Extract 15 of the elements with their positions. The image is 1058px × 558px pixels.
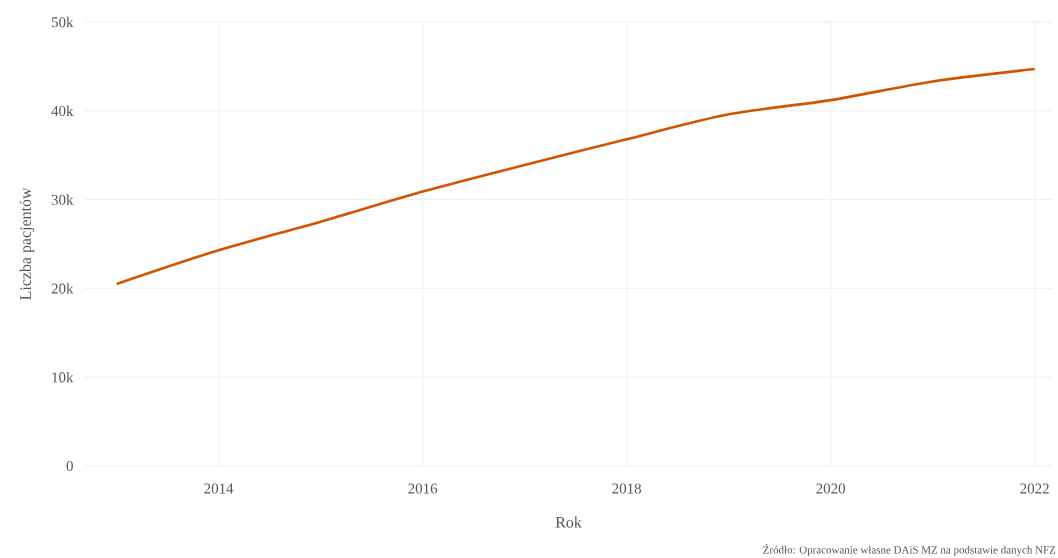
x-tick-label: 2016: [408, 483, 438, 494]
y-tick-label: 50k: [51, 16, 74, 28]
x-tick-label: 2014: [204, 483, 234, 494]
x-tick-label: 2020: [816, 483, 846, 494]
y-axis-title: Liczba pacjentów: [19, 187, 35, 300]
x-tick-label: 2018: [612, 483, 642, 494]
x-tick-label: 2022: [1020, 483, 1049, 494]
y-tick-label: 20k: [51, 283, 74, 294]
y-tick-label: 10k: [52, 371, 74, 383]
y-tick-label: 40k: [51, 105, 74, 117]
y-tick-label: 30k: [51, 194, 74, 205]
x-axis-title: Rok: [555, 516, 582, 528]
line-series: [115, 67, 1036, 286]
text: Źródło: Opracowanie własne DAiS MZ na podstawie danych NFZ: [763, 544, 1056, 556]
y-tick-label: 0: [66, 460, 73, 472]
